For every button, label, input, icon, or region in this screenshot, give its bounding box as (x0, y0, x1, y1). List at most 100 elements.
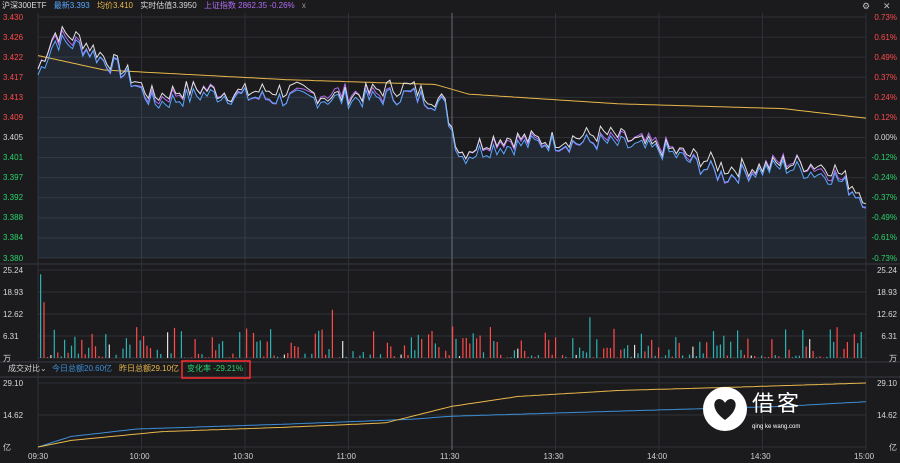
volume-bar (658, 347, 660, 358)
volume-bars (40, 274, 862, 358)
volume-bar (156, 349, 158, 358)
volume-bar (393, 356, 395, 358)
volume-bar (194, 339, 196, 358)
remove-overlay-button[interactable]: x (301, 1, 306, 10)
volume-bar (513, 350, 515, 358)
price-right-tick: 0.00% (874, 133, 897, 142)
volume-bar (53, 329, 55, 358)
volume-bar (699, 341, 701, 358)
volume-bar (421, 338, 423, 358)
volume-bar (259, 340, 261, 358)
index-quote: 上证指数 2862.35 -0.26% (203, 1, 295, 10)
volume-bar (534, 356, 536, 358)
volume-bar (379, 354, 382, 358)
volume-bar (290, 342, 292, 358)
volume-bar (785, 329, 787, 358)
price-right-tick: 0.24% (874, 92, 897, 102)
time-tick: 15:00 (854, 452, 875, 461)
chevron-down-icon[interactable]: ⌄ (40, 364, 47, 373)
amt-right-tick: 亿 (889, 442, 897, 452)
quote-header: 沪深300ETF 最新3.393 均价3.410 实时估值3.3950 上证指数… (0, 0, 900, 12)
volume-bar (747, 338, 749, 358)
price-left-tick: 3.388 (3, 213, 24, 223)
vol-right-tick: 18.93 (876, 287, 897, 297)
volume-bar (373, 331, 375, 358)
volume-bar (565, 356, 567, 358)
volume-bar (448, 355, 450, 358)
volume-bar (585, 352, 588, 358)
price-right-tick: -0.73% (871, 253, 897, 263)
volume-bar (46, 357, 49, 358)
vol-left-tick: 18.93 (3, 287, 24, 297)
volume-bar (596, 339, 598, 358)
vol-left-tick: 万 (3, 353, 11, 363)
volume-bar (627, 345, 629, 358)
vol-right-tick: 6.31 (881, 331, 897, 341)
change-rate-highlight (181, 360, 251, 379)
volume-bar (500, 354, 502, 358)
volume-bar (815, 357, 818, 358)
volume-bar (489, 327, 491, 358)
volume-bar (654, 355, 656, 358)
volume-bar (716, 345, 718, 358)
volume-bar (537, 355, 539, 358)
price-right-tick: -0.61% (871, 233, 897, 243)
amt-left-tick: 14.62 (3, 410, 24, 420)
volume-bar (122, 348, 124, 358)
valuation-line (37, 25, 867, 205)
volume-bar (417, 334, 419, 358)
volume-bar (173, 327, 176, 358)
vol-right-tick: 12.62 (876, 309, 897, 319)
amt-right-tick: 14.62 (876, 410, 897, 420)
volume-bar (338, 357, 340, 358)
gear-icon[interactable]: ⚙ (862, 1, 871, 11)
close-icon[interactable]: ✕ (883, 1, 891, 11)
volume-bar (510, 357, 512, 358)
volume-bar (386, 342, 388, 358)
amt-left-tick: 29.10 (3, 378, 24, 388)
time-tick: 14:30 (750, 452, 771, 461)
volume-bar (506, 357, 509, 358)
volume-bar (283, 354, 285, 358)
volume-bar (239, 332, 241, 358)
volume-bar (81, 339, 83, 358)
volume-bar (211, 337, 213, 358)
volume-bar (572, 338, 574, 358)
volume-bar (129, 344, 131, 358)
volume-bar (719, 344, 721, 358)
volume-bar (743, 354, 745, 358)
volume-bar (740, 350, 742, 358)
volume-bar (634, 344, 636, 358)
volume-bar (809, 339, 811, 358)
amount-compare-label[interactable]: 成交对比 (8, 364, 40, 373)
volume-bar (218, 343, 220, 358)
price-left-tick: 3.401 (3, 153, 24, 163)
volume-bar (362, 351, 364, 358)
volume-bar (50, 355, 52, 358)
volume-bar (613, 328, 615, 358)
volume-bar (826, 356, 828, 358)
volume-bar (682, 355, 684, 358)
volume-bar (778, 356, 780, 358)
volume-bar (620, 349, 622, 358)
amt-right-tick: 29.10 (876, 378, 897, 388)
volume-bar (352, 351, 354, 358)
volume-bar (548, 339, 550, 358)
volume-bar (805, 346, 807, 358)
volume-bar (297, 346, 299, 358)
volume-bar (472, 333, 474, 358)
volume-bar (774, 355, 776, 358)
volume-bar (788, 349, 790, 358)
volume-bar (167, 332, 169, 358)
price-left-tick: 3.426 (3, 32, 24, 42)
volume-bar (314, 333, 316, 358)
amount-compare-bar: 成交对比 ⌄ 今日总额20.60亿 昨日总额29.10亿 变化率 -29.21% (0, 363, 900, 375)
heart-logo-icon (703, 387, 747, 431)
price-left-tick: 3.392 (3, 193, 24, 203)
volume-bar (524, 350, 526, 358)
volume-bar (180, 331, 182, 358)
price-left-tick: 3.422 (3, 52, 24, 62)
volume-bar (143, 336, 145, 358)
volume-bar (105, 334, 107, 358)
